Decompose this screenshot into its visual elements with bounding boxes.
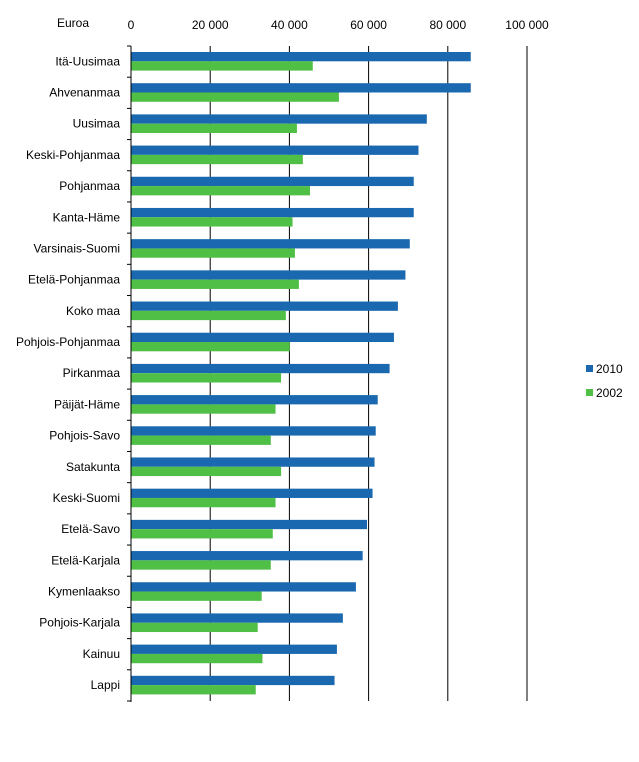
bar-2010 <box>131 207 414 218</box>
bar-2002 <box>131 342 290 352</box>
category-label: Satakunta <box>66 460 120 474</box>
bar-2002 <box>131 373 282 383</box>
legend-label: 2002 <box>596 386 623 400</box>
bar-2002 <box>131 560 271 570</box>
bar-2010 <box>131 301 398 311</box>
bars <box>131 52 471 695</box>
bar-2002 <box>131 653 263 664</box>
bar-2002 <box>131 279 299 289</box>
bar-2010 <box>131 457 375 467</box>
bar-2002 <box>131 529 273 539</box>
x-tick-label: 60 000 <box>350 18 387 32</box>
bar-2010 <box>131 551 363 561</box>
unit-label: Euroa <box>57 16 89 30</box>
x-tick-label: 100 000 <box>505 18 549 32</box>
category-label: Varsinais-Suomi <box>34 241 120 255</box>
bar-2002 <box>131 310 286 321</box>
bar-2010 <box>131 582 356 592</box>
bar-2010 <box>131 395 378 405</box>
legend-swatch-2002 <box>586 389 593 396</box>
bar-2010 <box>131 675 335 686</box>
category-label: Koko maa <box>66 304 120 318</box>
category-label: Itä-Uusimaa <box>55 54 120 68</box>
y-axis <box>127 45 132 702</box>
x-tick-labels: 0 20 000 40 000 60 000 80 000 100 000 <box>128 18 549 32</box>
x-tick-label: 0 <box>128 18 135 32</box>
bar-2002 <box>131 404 276 414</box>
category-label: Etelä-Pohjanmaa <box>28 273 120 287</box>
bar-2010 <box>131 519 368 530</box>
bar-2010 <box>131 52 471 62</box>
bar-2002 <box>131 92 339 102</box>
x-tick-label: 40 000 <box>271 18 308 32</box>
bar-2002 <box>131 591 262 601</box>
category-labels: Itä-Uusimaa Ahvenanmaa Uusimaa Keski-Pohjan… <box>16 54 120 692</box>
bar-2002 <box>131 622 258 633</box>
legend-swatch-2010 <box>586 365 593 372</box>
bar-2002 <box>131 435 271 445</box>
bar-2002 <box>131 217 293 227</box>
category-label: Pohjois-Pohjanmaa <box>16 335 120 349</box>
category-label: Kainuu <box>83 647 120 661</box>
bar-2002 <box>131 685 256 695</box>
bar-2010 <box>131 488 373 498</box>
category-label: Lappi <box>91 678 120 692</box>
legend-label: 2010 <box>596 362 623 376</box>
bar-2010 <box>131 613 343 623</box>
category-label: Keski-Suomi <box>53 491 120 505</box>
bar-2010 <box>131 363 390 374</box>
category-label: Ahvenanmaa <box>49 85 120 99</box>
bar-2002 <box>131 497 276 508</box>
bar-2002 <box>131 248 295 258</box>
category-label: Pohjois-Karjala <box>39 616 120 630</box>
category-label: Pohjanmaa <box>59 179 120 193</box>
bar-2010 <box>131 332 394 343</box>
category-label: Kanta-Häme <box>53 210 121 224</box>
category-label: Kymenlaakso <box>48 585 120 599</box>
bar-2002 <box>131 61 313 71</box>
bar-2010 <box>131 426 376 436</box>
bar-2010 <box>131 644 337 654</box>
category-label: Etelä-Savo <box>61 522 120 536</box>
category-label: Keski-Pohjanmaa <box>26 148 120 162</box>
x-tick-label: 80 000 <box>429 18 466 32</box>
category-label: Pirkanmaa <box>63 366 121 380</box>
legend: 2010 2002 <box>586 362 623 400</box>
bar-2002 <box>131 186 310 196</box>
bar-2010 <box>131 145 419 155</box>
bar-2010 <box>131 83 471 93</box>
bar-2010 <box>131 114 427 124</box>
category-label: Päijät-Häme <box>54 397 120 411</box>
bar-2010 <box>131 270 406 280</box>
bar-2010 <box>131 176 414 187</box>
bar-2002 <box>131 123 297 133</box>
bar-2002 <box>131 466 282 477</box>
category-label: Etelä-Karjala <box>51 553 120 567</box>
x-tick-label: 20 000 <box>192 18 229 32</box>
category-label: Uusimaa <box>73 117 121 131</box>
category-label: Pohjois-Savo <box>49 429 120 443</box>
bar-2002 <box>131 154 303 165</box>
bar-2010 <box>131 239 410 249</box>
